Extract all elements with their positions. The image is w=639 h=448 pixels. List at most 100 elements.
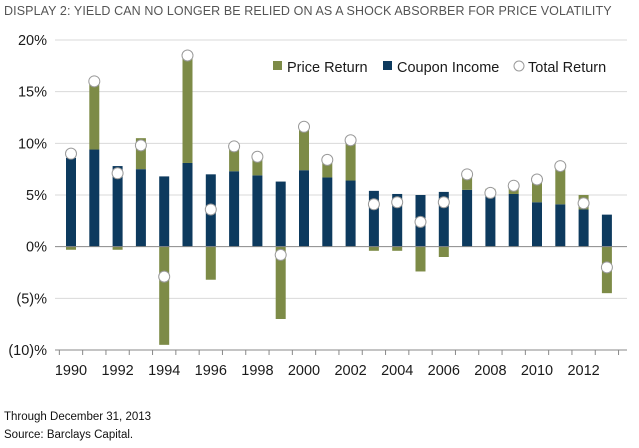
- legend: Price Return Coupon Income Total Return: [273, 60, 606, 76]
- total-return-marker: [600, 261, 613, 274]
- total-return-marker: [158, 270, 171, 283]
- price-return-bar: [135, 138, 146, 170]
- price-return-bar: [322, 158, 333, 178]
- price-return-bar: [66, 246, 76, 250]
- coupon-income-bar: [601, 214, 612, 247]
- total-return-marker: [577, 197, 590, 210]
- total-return-markers: [65, 49, 613, 283]
- x-tick-label: 1998: [241, 363, 273, 379]
- legend-label-coupon-income: Coupon Income: [397, 60, 499, 76]
- price-return-bar: [159, 246, 170, 345]
- price-return-bar: [555, 165, 566, 205]
- date-note: Through December 31, 2013: [4, 411, 152, 423]
- price-return-bar: [252, 156, 263, 176]
- legend-label-total-return: Total Return: [528, 60, 606, 76]
- coupon-income-bar: [252, 175, 263, 247]
- coupon-income-bar: [555, 204, 566, 247]
- total-return-marker: [344, 134, 357, 147]
- total-return-marker: [554, 160, 567, 173]
- x-tick-label: 2002: [334, 363, 366, 379]
- x-tick-label: 2012: [567, 363, 599, 379]
- total-return-marker: [298, 120, 310, 133]
- coupon-income-bar: [89, 149, 100, 247]
- price-return-bar: [438, 246, 449, 257]
- total-return-marker: [367, 198, 380, 211]
- total-return-marker: [111, 167, 124, 180]
- y-tick-label: 10%: [18, 136, 47, 152]
- total-return-marker: [88, 75, 101, 88]
- x-tick-label: 1996: [195, 363, 227, 379]
- total-return-marker: [414, 215, 427, 228]
- y-tick-label: 5%: [26, 188, 47, 204]
- x-tick-label: 2000: [288, 363, 320, 379]
- y-tick-label: 15%: [18, 85, 47, 101]
- coupon-income-bar: [578, 209, 589, 247]
- total-return-marker: [461, 168, 474, 181]
- price-return-bar: [182, 55, 193, 163]
- y-tick-label: 20%: [18, 33, 47, 49]
- total-return-marker: [274, 248, 287, 261]
- coupon-income-bar: [508, 193, 519, 247]
- x-tick-label: 1994: [148, 363, 180, 379]
- source-note: Source: Barclays Capital.: [4, 429, 134, 441]
- bars: [66, 55, 612, 345]
- coupon-income-bar: [438, 191, 449, 247]
- y-tick-label: (5)%: [16, 291, 47, 307]
- total-return-marker: [391, 196, 404, 209]
- price-return-bar: [229, 146, 240, 172]
- coupon-income-bar: [462, 189, 473, 247]
- price-return-bar: [415, 246, 426, 272]
- price-return-bar: [112, 246, 123, 250]
- x-axis-ticks: 1990 1992 1994 1996 1998 2000 2002 2004 2006 2008…: [55, 363, 600, 379]
- coupon-income-bar: [345, 180, 356, 247]
- price-return-bar: [299, 125, 309, 171]
- coupon-income-bar: [135, 169, 146, 247]
- y-tick-label: 0%: [26, 240, 47, 256]
- price-return-bar: [392, 246, 403, 251]
- total-return-marker: [251, 150, 264, 163]
- price-return-bar: [462, 174, 473, 190]
- total-return-marker: [65, 147, 77, 160]
- coupon-income-bar: [159, 176, 170, 247]
- price-return-bar: [205, 246, 216, 280]
- coupon-income-bar: [66, 157, 76, 247]
- coupon-income-bar: [532, 202, 542, 247]
- legend-swatch-price-return: [273, 61, 282, 70]
- price-return-bar: [345, 140, 356, 181]
- total-return-marker: [321, 153, 334, 166]
- coupon-income-bar: [299, 170, 309, 247]
- price-return-bar: [532, 178, 542, 203]
- total-return-marker: [437, 196, 450, 209]
- x-tick-label: 1992: [101, 363, 133, 379]
- price-return-bar: [368, 246, 379, 251]
- coupon-income-bar: [229, 171, 240, 247]
- total-return-marker: [484, 186, 497, 199]
- legend-swatch-coupon-income: [383, 61, 392, 70]
- total-return-marker: [228, 140, 241, 153]
- coupon-income-bar: [182, 162, 193, 247]
- coupon-income-bar: [322, 177, 333, 247]
- legend-label-price-return: Price Return: [287, 60, 368, 76]
- total-return-marker: [181, 49, 194, 62]
- legend-marker-total-return: [513, 60, 525, 72]
- total-return-marker: [531, 173, 543, 186]
- x-tick-label: 2008: [474, 363, 506, 379]
- price-return-bar: [89, 81, 100, 150]
- total-return-marker: [204, 203, 217, 216]
- coupon-income-bar: [112, 166, 123, 247]
- x-tick-label: 2006: [428, 363, 460, 379]
- coupon-income-bar: [485, 192, 496, 247]
- coupon-income-bar: [275, 181, 286, 247]
- x-tick-label: 2004: [381, 363, 413, 379]
- x-tick-label: 1990: [55, 363, 87, 379]
- total-return-marker: [507, 179, 520, 192]
- y-tick-label: (10)%: [8, 343, 47, 359]
- x-axis: [55, 246, 627, 355]
- total-return-marker: [134, 139, 147, 152]
- price-return-bar: [275, 246, 286, 319]
- coupon-income-bar: [392, 193, 403, 247]
- y-axis-ticks: 20% 15% 10% 5% 0% (5)% (10)%: [8, 33, 47, 359]
- x-tick-label: 2010: [521, 363, 553, 379]
- coupon-income-bar: [368, 190, 379, 247]
